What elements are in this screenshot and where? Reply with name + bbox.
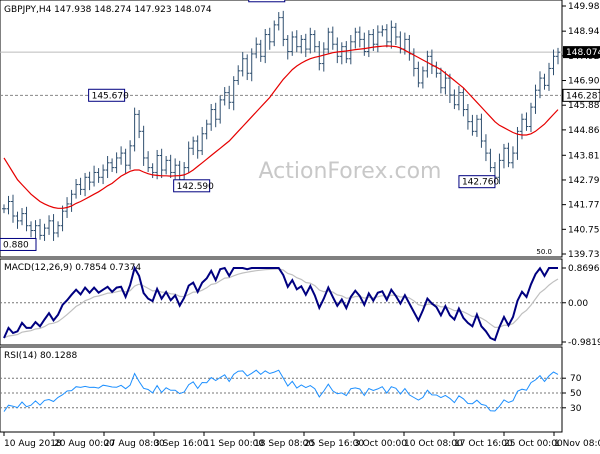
x-tick-label: 25 Sep 16:00 (304, 439, 364, 449)
price-tick-label: 145.880 (568, 101, 600, 111)
price-tick-label: 146.900 (568, 77, 600, 87)
annotation-label: 142.760 (462, 178, 499, 188)
macd-line (3, 265, 558, 342)
rsi-label: RSI(14) 80.1288 (4, 351, 77, 361)
current-price-label: 148.074 (566, 48, 600, 58)
rsi-tick-label: 70 (570, 374, 582, 384)
x-tick-label: 1 Nov 08:00 (554, 439, 600, 449)
rsi-tick-label: 50 (570, 389, 582, 399)
annotation-label: 142.590 (177, 182, 214, 192)
rsi-panel (0, 346, 563, 433)
annotation-box (248, 0, 286, 3)
price-tick-label: 141.770 (568, 201, 600, 211)
x-tick-label: 20 Aug 00:00 (54, 439, 115, 449)
annotation-box (0, 237, 37, 251)
x-tick-label: 11 Sep 00:00 (204, 439, 264, 449)
x-tick-label: 10 Aug 2018 (4, 439, 62, 449)
annotation-label: 145.670 (92, 91, 129, 101)
price-tick-label: 140.750 (568, 225, 600, 235)
rsi-layer (0, 369, 562, 412)
scale-fix-label: 50.0 (536, 248, 552, 256)
price-tick-label: 142.790 (568, 176, 600, 186)
macd-tick-label: 0.00 (568, 299, 588, 309)
annotation-label: 0.880 (3, 240, 29, 250)
rsi-line (3, 369, 559, 412)
x-tick-label: 27 Aug 08:00 (104, 439, 165, 449)
hline-label: 146.287 (566, 91, 600, 101)
axis-layer: 139.730 140.750 141.770 142.790 143.810 144.8… (3, 2, 600, 449)
annotation-box (458, 175, 496, 189)
price-layer: 149.700 145.670 142.590 142.760 0.880 (0, 0, 562, 251)
macd-tick-label: -0.9819 (568, 338, 600, 348)
x-tick-label: 25 Oct 00:00 (504, 439, 563, 449)
x-tick-label: 3 Oct 00:00 (354, 439, 407, 449)
x-tick-label: 10 Oct 08:00 (404, 439, 463, 449)
price-tick-label: 148.940 (568, 27, 600, 37)
price-panel (0, 0, 563, 258)
x-tick-label: 3 Sep 16:00 (154, 439, 209, 449)
rsi-tick-label: 30 (570, 404, 582, 414)
price-tick-label: 139.730 (568, 250, 600, 260)
x-tick-label: 18 Sep 08:00 (254, 439, 314, 449)
price-tick-label: 149.980 (568, 2, 600, 12)
macd-label: MACD(12,26,9) 0.7854 0.7374 (4, 263, 141, 273)
current-price-box (563, 46, 600, 59)
price-tick-label: 144.860 (568, 126, 600, 136)
annotation-box (88, 88, 126, 102)
price-tick-label: 143.810 (568, 151, 600, 161)
watermark: ActionForex.com (259, 159, 442, 184)
x-tick-label: 17 Oct 16:00 (454, 439, 513, 449)
symbol-header: GBPJPY,H4 147.938 148.274 147.923 148.07… (4, 5, 212, 15)
annotation-box (173, 179, 211, 193)
macd-layer (0, 265, 562, 342)
macd-signal-line (3, 268, 559, 339)
hline-box (562, 88, 600, 102)
moving-average-line (3, 45, 559, 209)
macd-tick-label: 0.8696 (568, 264, 600, 274)
annotation-label: 149.700 (252, 0, 289, 2)
